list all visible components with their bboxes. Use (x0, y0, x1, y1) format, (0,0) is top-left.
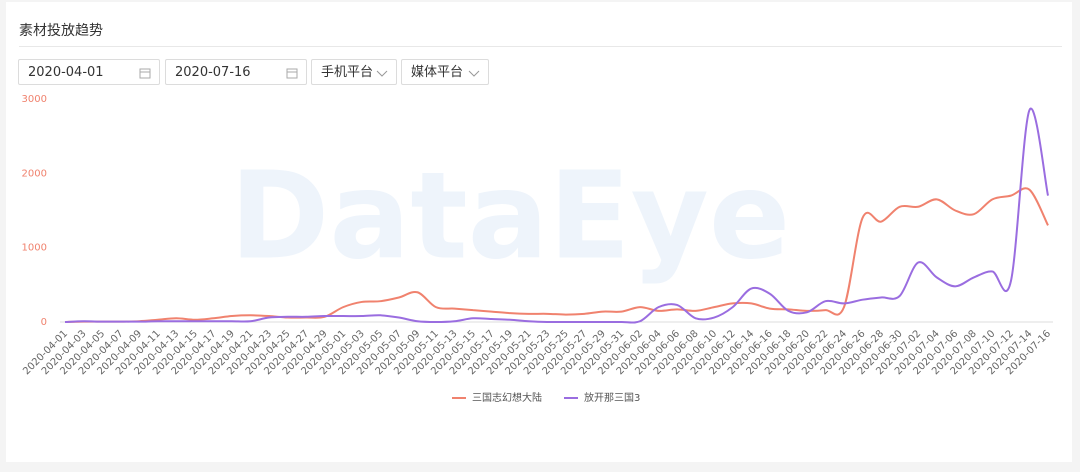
calendar-icon (286, 68, 298, 79)
card-title: 素材投放趋势 (19, 23, 103, 39)
y-tick-label: 3000 (22, 94, 47, 105)
y-tick-label: 0 (41, 317, 47, 328)
media-select[interactable]: 媒体平台 (401, 59, 489, 85)
calendar-icon (139, 68, 151, 79)
series-line (64, 107, 1049, 324)
chevron-icon (376, 70, 388, 77)
y-tick-label: 2000 (22, 168, 47, 179)
divider (19, 46, 1062, 47)
legend-label: 放开那三国3 (584, 391, 640, 404)
end-date-picker[interactable]: 2020-07-16 (165, 59, 307, 85)
legend-label: 三国志幻想大陆 (472, 391, 542, 404)
y-tick-label: 1000 (22, 243, 47, 254)
end-date: 2020-07-16 (175, 65, 251, 80)
card: 素材投放趋势 2020-04-01 2020-07-16 手机平台 媒体平台 (6, 2, 1072, 462)
platform-select[interactable]: 手机平台 (311, 59, 397, 85)
chevron-icon (468, 70, 480, 77)
media: 媒体平台 (411, 65, 464, 80)
start-date-picker[interactable]: 2020-04-01 (18, 59, 160, 85)
series-line (64, 187, 1049, 323)
watermark: DataEye (230, 148, 791, 287)
platform: 手机平台 (321, 65, 374, 80)
start-date: 2020-04-01 (28, 65, 104, 80)
